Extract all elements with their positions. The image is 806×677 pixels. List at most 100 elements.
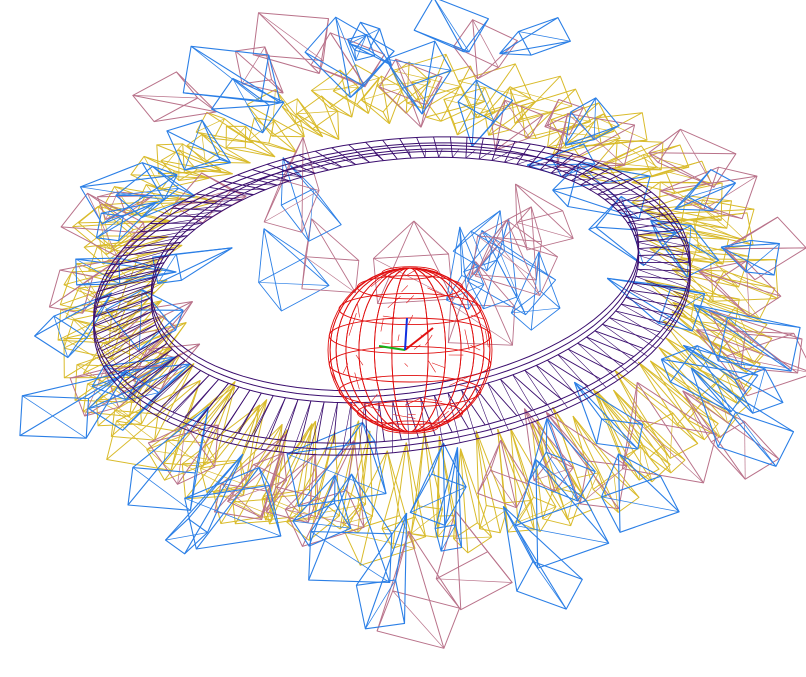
frustum-edge <box>268 142 297 153</box>
frustum-edge <box>106 380 201 460</box>
frustum-edge <box>226 125 276 158</box>
frustum-edge <box>506 219 558 258</box>
ring-strut <box>615 310 668 324</box>
frustum-edge <box>638 361 692 409</box>
frustum-edge <box>674 258 714 302</box>
frustum-edge <box>662 320 743 390</box>
frustum-edge <box>184 453 244 555</box>
frustum-diag <box>73 319 112 359</box>
ring-strut <box>491 152 508 161</box>
ring-strut <box>276 399 299 452</box>
frustum-edge <box>206 399 268 493</box>
frustum-edge <box>308 431 336 541</box>
frustum-edge <box>308 420 317 490</box>
frustum-edge <box>698 260 747 272</box>
frustum-diag <box>392 70 461 87</box>
ring-strut <box>183 200 233 206</box>
frustum-diag <box>477 235 537 281</box>
frustum-edge <box>386 450 401 516</box>
frustum-diag <box>745 243 780 273</box>
frustum-edge <box>227 452 285 502</box>
globe-mesh-edge <box>423 398 443 402</box>
frustum-diag <box>688 182 736 198</box>
frustum-edge <box>386 450 416 549</box>
blue-frustum <box>105 289 184 351</box>
ring-strut <box>516 143 531 165</box>
frustum-edge <box>311 218 356 293</box>
frustum-edge <box>421 41 436 115</box>
frustum-diag <box>710 262 779 299</box>
ring-strut <box>340 157 356 165</box>
frustum-edge <box>674 258 711 263</box>
frustum-diag <box>361 87 403 101</box>
frustum-edge <box>470 210 501 232</box>
frustum-edge <box>116 232 146 257</box>
frustum-edge <box>420 77 443 128</box>
frustum-edge <box>514 459 537 526</box>
frustum-edge <box>546 411 627 467</box>
mauve-frustum <box>214 433 287 520</box>
frustum-edge <box>600 453 620 498</box>
frustum-edge <box>565 125 620 146</box>
ring-strut <box>203 386 240 437</box>
frustum-diag <box>593 97 597 140</box>
frustum-diag <box>143 156 162 190</box>
frustum-edge <box>723 216 778 250</box>
frustum-diag <box>492 237 541 296</box>
ring-strut <box>101 324 156 352</box>
frustum-edge <box>350 473 391 583</box>
blue-frustum <box>308 473 393 584</box>
frustum-edge <box>132 94 217 113</box>
frustum-edge <box>682 390 745 423</box>
blue-frustum <box>600 453 680 533</box>
blue-frustum <box>211 77 285 134</box>
frustum-edge <box>446 226 461 301</box>
frustum-edge <box>631 182 723 204</box>
frustum-edge <box>99 235 169 237</box>
ring-strut <box>145 228 196 240</box>
frustum-diag <box>693 219 754 246</box>
frustum-edge <box>442 442 446 526</box>
ring-strut <box>611 191 652 206</box>
ring-strut <box>528 146 546 168</box>
ring-strut <box>131 235 188 241</box>
frustum-edge <box>59 258 121 271</box>
frustum-edge <box>471 79 477 147</box>
globe-mesh-edge <box>464 329 470 351</box>
frustum-edge <box>184 162 231 171</box>
frustum-edge <box>316 431 336 498</box>
globe-mesh-edge <box>405 268 419 277</box>
ring-strut <box>461 389 486 426</box>
frustum-edge <box>460 448 493 538</box>
frustum-edge <box>490 439 502 471</box>
frustum-edge <box>178 187 196 197</box>
frustum-edge <box>481 230 498 247</box>
frustum-edge <box>268 101 285 106</box>
frustum-diag <box>744 421 746 480</box>
frustum-edge <box>166 130 231 164</box>
ring-strut <box>178 379 219 427</box>
wireframe-globe <box>327 266 493 434</box>
ring-strut <box>487 382 509 431</box>
frustum-diag <box>376 80 431 86</box>
ring-strut <box>638 253 690 256</box>
inner-frustum <box>463 218 518 310</box>
globe-mesh-edge <box>401 285 409 293</box>
frustum-edge <box>510 428 534 498</box>
frustum-edge <box>186 145 251 164</box>
globe-mesh-edge <box>342 363 349 374</box>
frustum-edge <box>457 101 473 147</box>
frustum-edge <box>83 322 187 374</box>
frustum-diag <box>545 451 579 502</box>
frustum-edge <box>696 329 806 372</box>
ring-strut <box>127 242 181 256</box>
frustum-edge <box>253 54 320 74</box>
frustum-edge <box>659 208 755 215</box>
frustum-edge <box>161 177 210 190</box>
inner-frustum <box>280 157 342 242</box>
frustum-diag <box>601 418 638 450</box>
frustum-edge <box>659 199 703 215</box>
frustum-diag <box>490 470 517 508</box>
ring-strut <box>350 402 352 444</box>
